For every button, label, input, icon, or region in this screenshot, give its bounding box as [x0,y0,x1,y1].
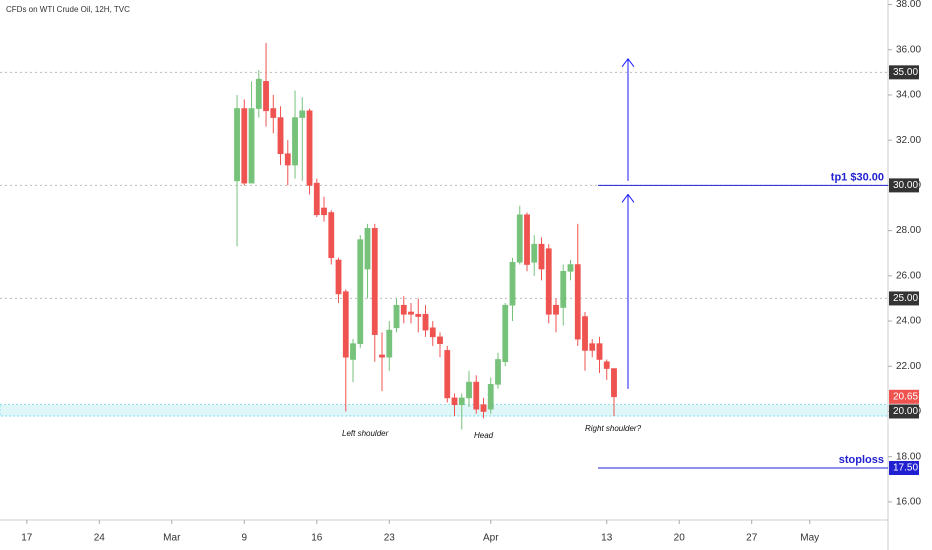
candle-body [408,311,414,315]
candle-body [545,248,552,315]
candle-body [437,336,443,344]
price-tag-label: 30.00 [893,180,918,191]
candle-body [321,207,327,216]
tp-line-label: tp1 $30.00 [831,171,884,183]
candle-body [473,381,480,410]
x-tick-label: 9 [242,533,248,544]
candle-body [335,259,342,295]
candle-body [451,397,458,405]
candle-body [603,361,610,369]
candle-body [553,304,559,315]
price-tag [889,291,919,306]
price-tag [889,404,919,419]
x-tick-label: 16 [311,533,323,544]
candle-body [458,397,465,405]
candle-body [342,291,349,358]
x-tick-label: 23 [384,533,396,544]
candle-body [270,108,277,118]
y-tick-label: 38.00 [896,0,921,10]
candle-body [574,264,581,340]
y-tick-label: 36.00 [896,44,921,55]
chart-title: CFDs on WTI Crude Oil, 12H, TVC [6,5,130,14]
stop-line-label: stoploss [839,454,884,466]
candle-body [466,381,472,399]
x-tick-label: 17 [21,533,33,544]
price-tag [889,461,919,475]
candle-body [400,304,407,315]
candle-body [393,304,400,329]
candle-body [567,264,574,272]
candle-body [509,261,516,306]
support-zone [0,404,889,417]
candle-body [357,239,364,344]
price-tag [889,65,919,80]
candle-body [248,108,255,184]
candle-body [560,271,567,308]
price-tag-label: 25.00 [893,293,918,304]
x-tick-label: 27 [746,533,758,544]
price-tag-label: 20.00 [893,406,918,417]
y-tick-label: 22.00 [896,361,921,372]
x-tick-label: 24 [94,533,106,544]
candle-body [429,327,436,338]
candle-body [241,108,248,184]
x-tick-label: 13 [601,533,613,544]
price-tag [889,389,919,404]
candle-body [234,108,240,182]
candle-body [516,214,523,263]
candle-body [582,316,588,351]
candle-body [502,304,509,363]
price-tag-label: 20.65 [893,391,918,402]
candle-body [596,343,603,360]
candle-body [611,368,617,398]
candle-body [589,343,596,351]
candle-body [263,81,269,112]
candle-body [444,350,451,399]
candle-body [480,404,487,412]
candle-body [415,313,422,317]
candle-body [524,214,530,265]
candle-body [495,359,501,385]
pattern-label: Right shoulder? [585,424,642,433]
candle-body [313,182,320,216]
candle-body [292,117,298,166]
candle-body [255,78,262,109]
candle-body [531,243,538,263]
candle-body [277,117,284,155]
pattern-label: Left shoulder [342,429,389,438]
x-tick-label: Apr [483,533,499,544]
x-tick-label: Mar [163,533,181,544]
candle-body [379,354,385,358]
candle-body [299,110,306,118]
candle-body [284,153,291,166]
candle-body [487,384,494,410]
y-tick-label: 28.00 [896,225,921,236]
y-tick-label: 24.00 [896,316,921,327]
y-tick-label: 26.00 [896,270,921,281]
arrow-head [621,57,635,68]
x-tick-label: 20 [674,533,686,544]
pattern-label: Head [474,431,494,440]
candle-body [386,329,393,358]
candle-body [350,343,356,360]
candle-body [328,212,335,259]
candle-body [306,110,313,186]
y-tick-label: 16.00 [896,497,921,508]
candle-body [538,243,545,270]
y-tick-label: 34.00 [896,90,921,101]
x-tick-label: May [800,533,819,544]
arrow-head [621,193,635,203]
candle-body [364,228,371,270]
candle-body [371,228,378,335]
candle-body [422,313,429,331]
price-tag [889,178,919,193]
price-tag-label: 35.00 [893,67,918,78]
y-tick-label: 18.00 [896,451,921,462]
price-tag-label: 17.50 [893,463,918,474]
y-tick-label: 32.00 [896,135,921,146]
